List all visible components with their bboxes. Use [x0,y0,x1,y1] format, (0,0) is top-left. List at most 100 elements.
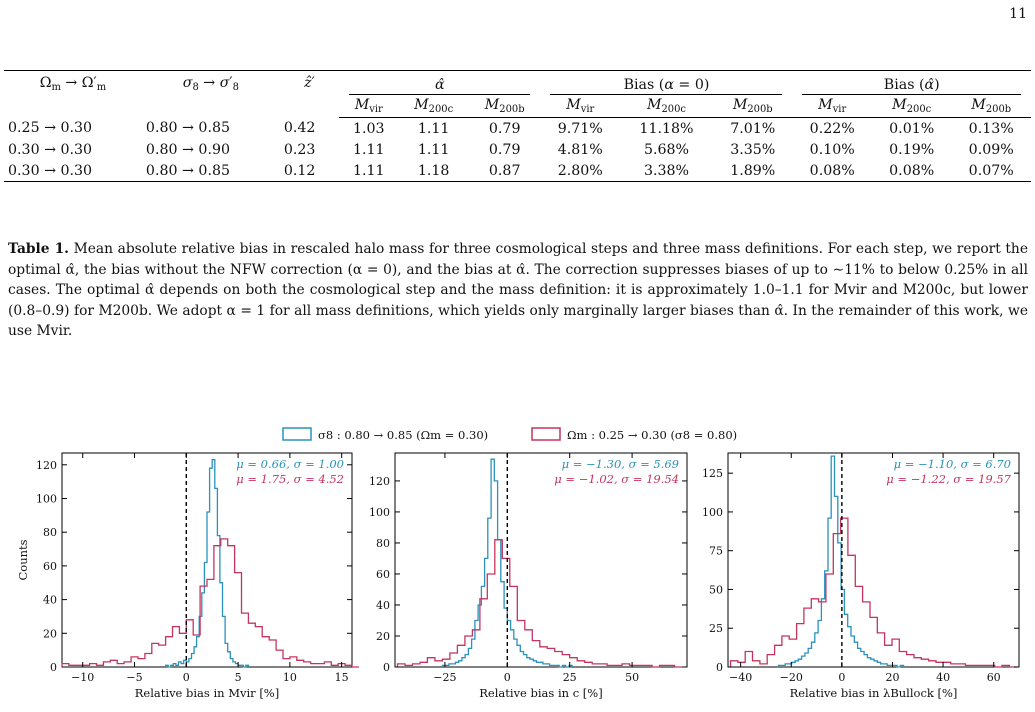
x-tick-label: 0 [838,671,845,684]
y-tick-label: 60 [376,568,390,581]
table-caption: Table 1. Mean absolute relative bias in … [8,239,1028,342]
table-cell: 0.12 [279,160,340,182]
col-header-omega: Ωm → Ω′m [4,70,142,118]
legend-label: Ωm : 0.25 → 0.30 (σ8 = 0.80) [567,428,737,442]
x-tick-label: 50 [625,671,639,684]
x-axis-label: Relative bias in Mvir [%] [135,686,279,700]
stat-annotation-blue: μ = −1.30, σ = 5.69 [562,457,679,471]
x-tick-label: 10 [283,671,297,684]
plot-frame [727,452,1020,668]
sub-header-m200c: M200c [398,95,469,118]
y-tick-label: 0 [383,661,390,674]
table-cell: 0.10% [809,141,855,158]
col-header-z: ẑ′ [279,70,340,118]
y-tick-label: 0 [50,661,57,674]
y-tick-label: 40 [43,594,57,607]
table-cell: 0.22% [809,120,855,137]
table-cell: 0.30 → 0.30 [4,160,142,182]
x-tick-label: 20 [885,671,899,684]
table-cell: 1.11 [352,141,385,158]
histogram-series-blue [441,458,573,668]
table-cell: 11.18% [639,120,694,137]
y-tick-label: 50 [709,583,723,596]
sub-header-m200b: M200b [712,95,793,118]
x-tick-label: 5 [235,671,242,684]
sub-header-mvir: Mvir [792,95,872,118]
x-tick-label: 25 [563,671,577,684]
table-cell: 0.79 [488,120,521,137]
table-cell: 0.42 [283,120,316,137]
table-cell: 1.11 [417,120,450,137]
y-tick-label: 20 [376,630,390,643]
table-cell: 9.71% [557,120,603,137]
table-cell: 0.23 [283,141,316,158]
table-cell: 1.11 [417,141,450,158]
col-header-sigma8: σ8 → σ′8 [141,70,280,118]
y-tick-label: 0 [716,661,723,674]
x-axis-label: Relative bias in λBullock [%] [790,686,958,700]
sub-header-m200b: M200b [468,95,541,118]
x-tick-label: 0 [183,671,190,684]
histogram-series-red [61,538,359,668]
sub-header-m200c: M200c [871,95,952,118]
legend-swatch-red [531,427,561,441]
stat-annotation-blue: μ = −1.10, σ = 6.70 [894,457,1011,471]
x-tick-label: 40 [936,671,950,684]
y-tick-label: 100 [36,492,57,505]
table-cell: 0.09% [968,141,1014,158]
histogram-series-blue [164,459,250,668]
x-tick-label: 15 [335,671,349,684]
table-cell: 4.81% [557,141,603,158]
table-cell: 0.30 → 0.30 [8,141,93,158]
histogram-series-blue [777,455,905,668]
y-tick-label: 100 [702,506,723,519]
page-number: 11 [1009,6,1027,22]
y-tick-label: 120 [36,459,57,472]
x-tick-label: −5 [126,671,142,684]
x-tick-label: −25 [433,671,456,684]
table-cell: 0.08% [871,160,952,182]
y-tick-label: 75 [709,545,723,558]
x-tick-label: −40 [729,671,752,684]
stat-annotation-red: μ = 1.75, σ = 4.52 [236,472,344,486]
table-cell: 0.13% [968,120,1014,137]
table-cell: 1.11 [339,160,399,182]
sub-header-m200b: M200b [951,95,1031,118]
histogram-series-red [396,539,682,668]
y-tick-label: 120 [369,475,390,488]
table-cell: 0.19% [889,141,935,158]
group-header-bias-alpha: Bias (α̂) [792,70,1031,95]
plot-frame [394,452,688,668]
y-tick-label: 80 [43,526,57,539]
table-cell: 0.25 → 0.30 [8,120,93,137]
table-cell: 0.01% [889,120,935,137]
sub-header-mvir: Mvir [339,95,399,118]
table-cell: 0.08% [792,160,872,182]
legend-swatch-blue [282,427,312,441]
group-header-bias-zero: Bias (α = 0) [540,70,793,95]
stat-annotation-red: μ = −1.22, σ = 19.57 [886,472,1011,486]
legend-label: σ8 : 0.80 → 0.85 (Ωm = 0.30) [318,428,488,442]
table-row: 0.30 → 0.30 0.80 → 0.85 0.12 1.11 1.18 0.87 2.… [4,160,1031,182]
y-axis-label: Counts [16,539,30,580]
caption-label: Table 1. [8,241,69,257]
table-cell: 1.18 [398,160,469,182]
table-cell: 0.07% [951,160,1031,182]
sub-header-mvir: Mvir [540,95,620,118]
histogram-series-red [729,517,1017,668]
table-cell: 3.35% [730,141,776,158]
y-tick-label: 125 [702,467,723,480]
table-cell: 2.80% [540,160,620,182]
x-tick-label: 0 [504,671,511,684]
x-tick-label: −10 [71,671,94,684]
table-cell: 7.01% [730,120,776,137]
y-tick-label: 20 [43,627,57,640]
group-header-alpha: α̂ [339,70,541,95]
stat-annotation-red: μ = −1.02, σ = 19.54 [554,472,679,486]
table-row: 0.30 → 0.30 0.80 → 0.90 0.23 1.11 1.11 0.79 4.… [4,139,1031,160]
results-table: Ωm → Ω′m σ8 → σ′8 ẑ′ α̂ Bias (α = 0) Bia… [4,70,1031,182]
table-cell: 5.68% [643,141,690,158]
table-cell: 0.80 → 0.85 [141,160,280,182]
table-row: 0.25 → 0.30 0.80 → 0.85 0.42 1.03 1.11 0.79 9.… [4,118,1031,140]
